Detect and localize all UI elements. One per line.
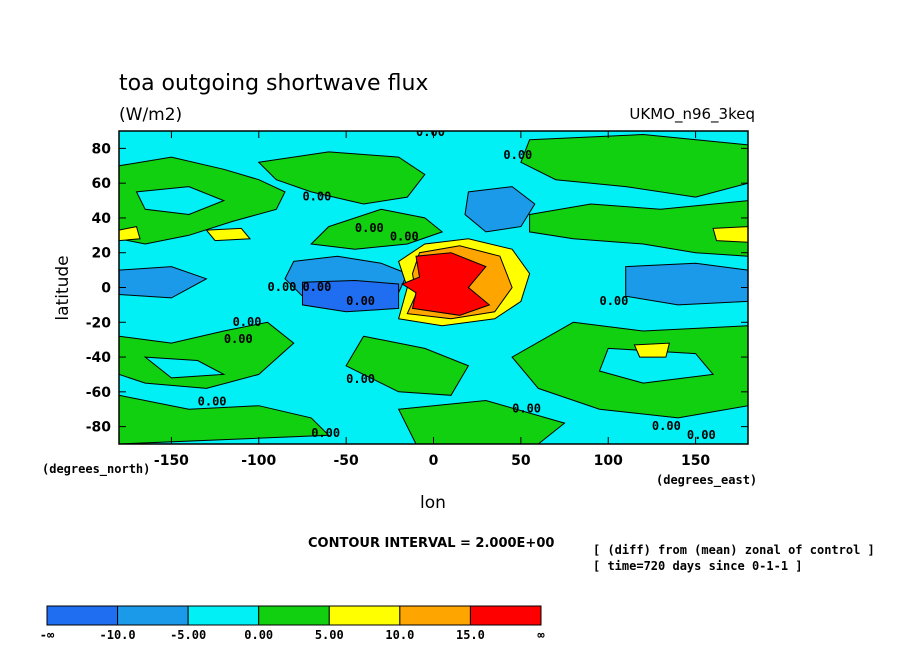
contour-label: 0.00 bbox=[652, 419, 681, 433]
colorbar-segment bbox=[399, 605, 471, 626]
y-unit-label: (degrees_north) bbox=[42, 462, 150, 477]
x-tick-label: -50 bbox=[333, 453, 359, 469]
note-time: [ time=720 days since 0-1-1 ] bbox=[593, 559, 803, 573]
region-yellow-e1 bbox=[712, 226, 748, 243]
y-tick-label: 40 bbox=[92, 211, 112, 227]
contour-label: 0.00 bbox=[268, 280, 297, 294]
contour-field: 0.00 0.00 0.00 0.00 0.00 0.00 0.00 0.00 0.00 0.00… bbox=[119, 125, 748, 444]
y-tick-label: 80 bbox=[92, 141, 112, 157]
y-tick-label: 20 bbox=[92, 246, 112, 262]
colorbar-segment bbox=[258, 605, 330, 626]
x-tick-label: 0 bbox=[429, 453, 439, 469]
x-tick-label: 50 bbox=[511, 453, 531, 469]
y-tick-label: 0 bbox=[101, 281, 111, 297]
contour-label: 0.00 bbox=[346, 294, 375, 308]
contour-label: 0.00 bbox=[599, 294, 628, 308]
chart-units: (W/m2) bbox=[119, 105, 182, 125]
contour-label: 0.00 bbox=[390, 230, 419, 244]
y-axis-ticks: -80 -60 -40 -20 0 20 40 60 80 bbox=[86, 141, 748, 436]
region-cyan-hole3 bbox=[598, 347, 715, 384]
region-blue-wpac bbox=[625, 262, 748, 306]
contour-label: 0.00 bbox=[355, 221, 384, 235]
contour-label: 0.00 bbox=[224, 332, 253, 346]
colorbar-label: 0.00 bbox=[244, 628, 273, 642]
y-tick-label: -20 bbox=[86, 315, 112, 331]
region-darkblue-eq bbox=[302, 279, 400, 313]
region-green-midatl bbox=[310, 208, 444, 250]
x-tick-label: -150 bbox=[154, 453, 189, 469]
colorbar-segment bbox=[46, 605, 119, 626]
contour-label: 0.00 bbox=[302, 280, 331, 294]
colorbar-label: -5.00 bbox=[170, 628, 206, 642]
colorbar-label: ∞ bbox=[537, 628, 545, 642]
contour-label: 0.00 bbox=[503, 148, 532, 162]
region-green-satl bbox=[345, 335, 470, 396]
colorbar-label: 15.0 bbox=[456, 628, 485, 642]
x-tick-label: 150 bbox=[681, 453, 710, 469]
contour-label: 0.00 bbox=[302, 190, 331, 204]
y-tick-label: -60 bbox=[86, 385, 112, 401]
contour-interval: CONTOUR INTERVAL = 2.000E+00 bbox=[308, 536, 554, 551]
contour-label: 0.00 bbox=[416, 125, 445, 139]
colorbar-segment bbox=[117, 605, 189, 626]
colorbar-segment bbox=[328, 605, 401, 626]
chart-title: toa outgoing shortwave flux bbox=[119, 71, 428, 96]
contour-label: 0.00 bbox=[198, 395, 227, 409]
colorbar: -∞ -10.0 -5.00 0.00 5.00 10.0 15.0 ∞ bbox=[40, 605, 545, 642]
note-diff: [ (diff) from (mean) zonal of control ] bbox=[593, 543, 875, 557]
region-green-arctic bbox=[520, 133, 748, 198]
colorbar-segment bbox=[187, 605, 260, 626]
x-axis-label: lon bbox=[420, 493, 446, 513]
contour-label: 0.00 bbox=[233, 315, 262, 329]
y-axis-label: latitude bbox=[53, 255, 73, 320]
region-green-antarctic bbox=[119, 394, 330, 444]
y-tick-label: -80 bbox=[86, 420, 112, 436]
contour-label: 0.00 bbox=[311, 426, 340, 440]
colorbar-label: -∞ bbox=[40, 628, 55, 642]
x-tick-label: -100 bbox=[241, 453, 276, 469]
model-label: UKMO_n96_3keq bbox=[629, 105, 755, 124]
y-tick-label: 60 bbox=[92, 176, 112, 192]
region-red-core bbox=[400, 252, 491, 316]
region-green-antarctic2 bbox=[397, 399, 566, 444]
region-green-natl bbox=[257, 151, 426, 205]
colorbar-segment bbox=[469, 605, 542, 626]
x-tick-label: 100 bbox=[594, 453, 623, 469]
x-axis-ticks: -150 -100 -50 0 50 100 150 bbox=[154, 131, 710, 469]
region-yellow-w2 bbox=[205, 227, 252, 242]
region-blue-cpac bbox=[119, 266, 208, 299]
region-blue-npac bbox=[464, 186, 536, 233]
y-tick-label: -40 bbox=[86, 350, 112, 366]
region-yellow-w1 bbox=[119, 226, 141, 242]
region-cyan-hole2 bbox=[143, 356, 226, 379]
region-green-spac bbox=[119, 321, 295, 389]
region-cyan-hole1 bbox=[135, 186, 226, 216]
region-yellow-s1 bbox=[633, 342, 671, 358]
colorbar-label: 5.00 bbox=[315, 628, 344, 642]
colorbar-label: -10.0 bbox=[100, 628, 136, 642]
contour-label: 0.00 bbox=[512, 402, 541, 416]
contour-label: 0.00 bbox=[687, 428, 716, 442]
contour-label: 0.00 bbox=[346, 372, 375, 386]
region-green-asia bbox=[529, 200, 748, 257]
x-unit-label: (degrees_east) bbox=[656, 473, 757, 488]
colorbar-label: 10.0 bbox=[385, 628, 414, 642]
